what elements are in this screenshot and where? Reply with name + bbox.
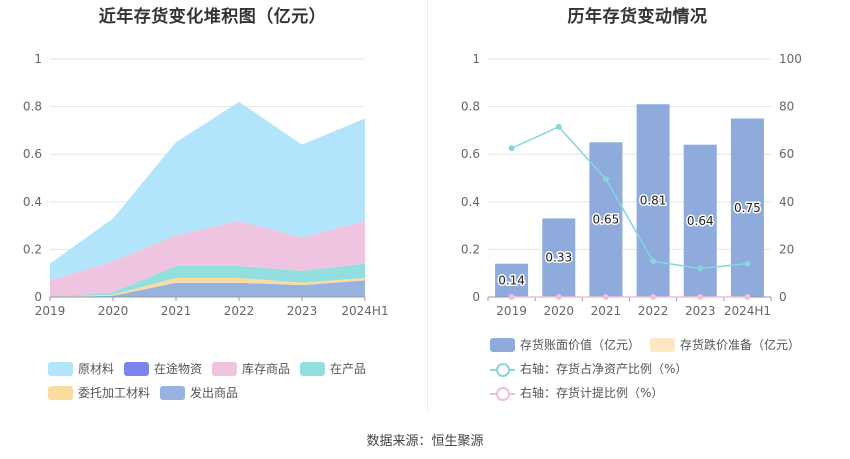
bar-data-label: 0.33 <box>545 251 572 265</box>
bar-data-label: 0.75 <box>734 201 761 215</box>
y-tick-label: 0.2 <box>461 242 480 256</box>
y-tick-label: 0.6 <box>461 147 480 161</box>
line-point <box>744 294 751 300</box>
legend-item[interactable]: 右轴：存货计提比例（%） <box>490 384 663 401</box>
legend-swatch <box>490 362 515 377</box>
legend-label: 原材料 <box>78 362 115 376</box>
y-tick-label: 0.8 <box>23 100 42 114</box>
legend-item[interactable]: 存货跌价准备（亿元） <box>650 336 800 353</box>
y-tick-label: 0.8 <box>461 100 480 114</box>
bar-data-label: 0.64 <box>687 214 714 228</box>
left-chart-title: 近年存货变化堆积图（亿元） <box>98 7 327 27</box>
x-tick-label: 2021 <box>591 304 622 318</box>
legend-item[interactable]: 原材料 <box>48 360 114 377</box>
legend-item[interactable]: 发出商品 <box>160 384 238 401</box>
line-point <box>697 294 704 300</box>
y-tick-label: 0 <box>472 290 480 304</box>
line-point <box>508 294 515 300</box>
legend-label: 存货跌价准备（亿元） <box>680 338 801 352</box>
legend-label: 右轴：存货占净资产比例（%） <box>520 362 688 376</box>
line-point <box>650 294 657 300</box>
line-series <box>511 125 748 270</box>
x-tick-label: 2022 <box>638 304 669 318</box>
line-point <box>555 123 562 130</box>
y-tick-label: 0.4 <box>23 195 42 209</box>
legend-swatch <box>212 361 237 376</box>
bar-data-label: 0.81 <box>640 194 667 208</box>
legend-swatch <box>124 361 149 376</box>
line-point <box>555 294 562 300</box>
line-point <box>602 294 609 300</box>
line-point <box>744 260 751 267</box>
area-series <box>50 277 365 297</box>
inventory-bar-line-chart: 00.20.40.60.810204060801000.140.330.650.… <box>461 52 802 318</box>
x-tick-label: 2019 <box>496 304 527 318</box>
y-tick-label: 1 <box>472 52 480 66</box>
legend-swatch <box>490 386 515 401</box>
y2-tick-label: 40 <box>779 195 794 209</box>
legend-swatch <box>650 337 675 352</box>
y2-tick-label: 20 <box>779 242 794 256</box>
legend-swatch <box>300 361 325 376</box>
bar-inventory-value <box>495 263 529 297</box>
y-tick-label: 0 <box>34 290 42 304</box>
stacked-area-chart: 0 0.2 0.4 0.6 0.8 1 2019 2020 2021 2022 2023 2024H1 <box>23 52 389 318</box>
legend-item[interactable]: 右轴：存货占净资产比例（%） <box>490 360 687 377</box>
legend-label: 库存商品 <box>242 362 291 376</box>
area-series <box>50 263 365 297</box>
x-tick-label: 2020 <box>543 304 574 318</box>
bar-inventory-value <box>683 144 717 297</box>
bar-data-label: 0.65 <box>593 213 620 227</box>
y2-tick-label: 0 <box>779 290 787 304</box>
bar-inventory-value <box>542 218 576 297</box>
y2-tick-label: 60 <box>779 147 794 161</box>
legend-label: 在途物资 <box>154 362 203 376</box>
y-tick-label: 0.6 <box>23 147 42 161</box>
y-tick-label: 0.2 <box>23 242 42 256</box>
x-tick-label: 2023 <box>685 304 716 318</box>
line-point <box>602 176 609 183</box>
legend-item[interactable]: 委托加工材料 <box>48 384 150 401</box>
x-tick-label: 2024H1 <box>724 304 771 318</box>
legend-item[interactable]: 库存商品 <box>212 360 290 377</box>
line-point <box>697 265 704 272</box>
x-tick-label: 2024H1 <box>341 304 388 318</box>
legend-swatch <box>48 385 73 400</box>
legend-item[interactable]: 在产品 <box>300 360 366 377</box>
panel-divider <box>427 0 428 410</box>
line-point <box>650 258 657 265</box>
y2-tick-label: 100 <box>779 52 802 66</box>
area-series <box>50 220 365 297</box>
x-tick-label: 2022 <box>224 304 255 318</box>
legend-label: 发出商品 <box>190 386 239 400</box>
y2-tick-label: 80 <box>779 100 794 114</box>
legend-item[interactable]: 在途物资 <box>124 360 202 377</box>
line-point <box>508 145 515 152</box>
legend-item[interactable]: 存货账面价值（亿元） <box>490 336 640 353</box>
x-tick-label: 2023 <box>287 304 318 318</box>
bar-inventory-value <box>730 118 764 297</box>
legend-label: 委托加工材料 <box>78 386 151 400</box>
bar-data-label: 0.14 <box>498 273 525 287</box>
x-tick-label: 2020 <box>98 304 129 318</box>
x-tick-label: 2019 <box>35 304 66 318</box>
legend-label: 右轴：存货计提比例（%） <box>520 386 664 400</box>
legend-swatch <box>490 337 515 352</box>
right-chart-title: 历年存货变动情况 <box>567 7 708 27</box>
data-source-note: 数据来源：恒生聚源 <box>366 434 484 449</box>
legend-label: 存货账面价值（亿元） <box>520 338 641 352</box>
legend-swatch <box>48 361 73 376</box>
bar-inventory-value <box>636 104 670 297</box>
legend-swatch <box>160 385 185 400</box>
y-tick-label: 1 <box>34 52 42 66</box>
x-tick-label: 2021 <box>161 304 192 318</box>
area-series <box>50 101 365 281</box>
legend-label: 在产品 <box>330 362 367 376</box>
y-tick-label: 0.4 <box>461 195 480 209</box>
